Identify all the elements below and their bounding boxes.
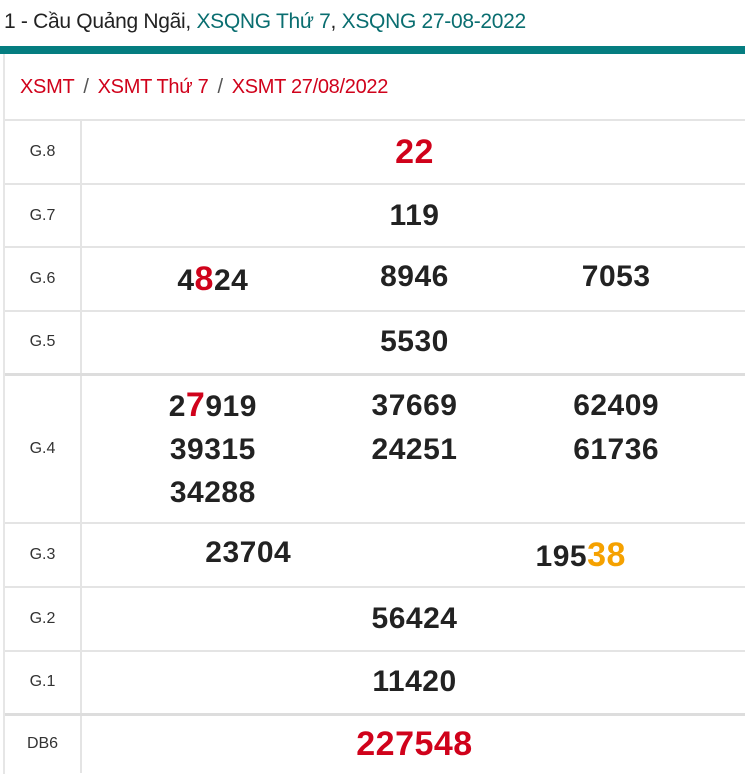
prize-values: 22 <box>81 120 745 184</box>
prize-number: 22 <box>82 133 745 172</box>
prize-values: 11420 <box>81 651 745 714</box>
highlight-digits: 8 <box>195 260 214 298</box>
prize-number: 8946 <box>314 260 516 299</box>
prize-number: 7053 <box>515 260 717 299</box>
prize-number: 5530 <box>82 325 745 359</box>
digits: 119 <box>390 199 440 232</box>
breadcrumb-sep: / <box>217 76 222 98</box>
prize-label: G.7 <box>5 184 81 247</box>
link-xsqng-date[interactable]: XSQNG 27-08-2022 <box>342 10 526 33</box>
prize-values: 23704 19538 <box>81 523 745 587</box>
prize-number: 56424 <box>82 602 745 636</box>
prize-label: G.6 <box>5 247 81 311</box>
prize-label: DB6 <box>5 714 81 773</box>
prize-row: G.1 11420 <box>5 651 745 714</box>
highlight-digits: 38 <box>587 536 626 574</box>
prize-label: G.3 <box>5 523 81 587</box>
heading-text: 1 - Cầu Quảng Ngãi, <box>4 10 196 33</box>
breadcrumb-xsmt[interactable]: XSMT <box>20 76 74 98</box>
prize-values: 119 <box>81 184 745 247</box>
digits: 24 <box>214 264 248 297</box>
prize-values: 4824 8946 7053 <box>81 247 745 311</box>
prize-label: G.2 <box>5 587 81 651</box>
breadcrumb-sep: / <box>83 76 88 98</box>
digits: 4 <box>177 264 194 297</box>
prize-number: 119 <box>82 199 745 233</box>
prize-row: G.7 119 <box>5 184 745 247</box>
prize-number: 62409 <box>515 384 717 428</box>
prize-row: DB6 227548 <box>5 714 745 773</box>
prize-values: 5530 <box>81 311 745 374</box>
digits: 5530 <box>380 325 449 358</box>
accent-bar <box>0 46 745 54</box>
prize-number: 11420 <box>82 665 745 699</box>
prize-number: 19538 <box>415 536 745 575</box>
prize-number: 27919 <box>112 384 314 428</box>
digits: 34288 <box>170 476 256 509</box>
digits: 56424 <box>372 602 458 635</box>
prize-number: 227548 <box>82 725 745 764</box>
prize-label: G.8 <box>5 120 81 184</box>
prize-label: G.1 <box>5 651 81 714</box>
highlight-digits: 22 <box>395 133 434 171</box>
highlight-digits: 227548 <box>356 725 472 763</box>
digits: 39315 <box>170 433 256 466</box>
page-heading: 1 - Cầu Quảng Ngãi, XSQNG Thứ 7, XSQNG 2… <box>0 0 745 46</box>
prize-values: 56424 <box>81 587 745 651</box>
prize-number: 34288 <box>112 471 314 514</box>
prize-row: G.5 5530 <box>5 311 745 374</box>
prize-number: 24251 <box>314 428 516 471</box>
link-xsqng-thu7[interactable]: XSQNG Thứ 7 <box>196 10 330 33</box>
prize-row: G.8 22 <box>5 120 745 184</box>
prize-values: 227548 <box>81 714 745 773</box>
heading-comma: , <box>331 10 342 33</box>
digits: 8946 <box>380 260 449 293</box>
digits: 23704 <box>205 536 291 569</box>
digits: 2 <box>169 390 186 423</box>
digits: 24251 <box>372 433 458 466</box>
prize-number: 61736 <box>515 428 717 471</box>
results-card: XSMT / XSMT Thứ 7 / XSMT 27/08/2022 G.8 22 G.7… <box>3 54 745 774</box>
breadcrumb-xsmt-thu7[interactable]: XSMT Thứ 7 <box>98 76 209 98</box>
prize-number: 23704 <box>82 536 415 575</box>
prize-row: G.6 4824 8946 7053 <box>5 247 745 311</box>
digits: 195 <box>536 540 588 573</box>
prize-label: G.5 <box>5 311 81 374</box>
prize-row: G.2 56424 <box>5 587 745 651</box>
digits: 37669 <box>372 389 458 422</box>
prize-row: G.3 23704 19538 <box>5 523 745 587</box>
prize-number: 37669 <box>314 384 516 428</box>
digits: 11420 <box>372 665 456 698</box>
digits: 7053 <box>582 260 651 293</box>
prize-row: G.4 27919 37669 62409 39315 24251 61736 34288 <box>5 374 745 523</box>
prize-number: 39315 <box>112 428 314 471</box>
breadcrumb-xsmt-date[interactable]: XSMT 27/08/2022 <box>232 76 388 98</box>
breadcrumb: XSMT / XSMT Thứ 7 / XSMT 27/08/2022 <box>5 54 745 119</box>
digits: 61736 <box>573 433 659 466</box>
highlight-digits: 7 <box>186 386 205 424</box>
prize-number: 4824 <box>112 260 314 299</box>
prize-label: G.4 <box>5 374 81 523</box>
prize-values: 27919 37669 62409 39315 24251 61736 34288 <box>81 374 745 523</box>
digits: 62409 <box>573 389 659 422</box>
digits: 919 <box>205 390 257 423</box>
